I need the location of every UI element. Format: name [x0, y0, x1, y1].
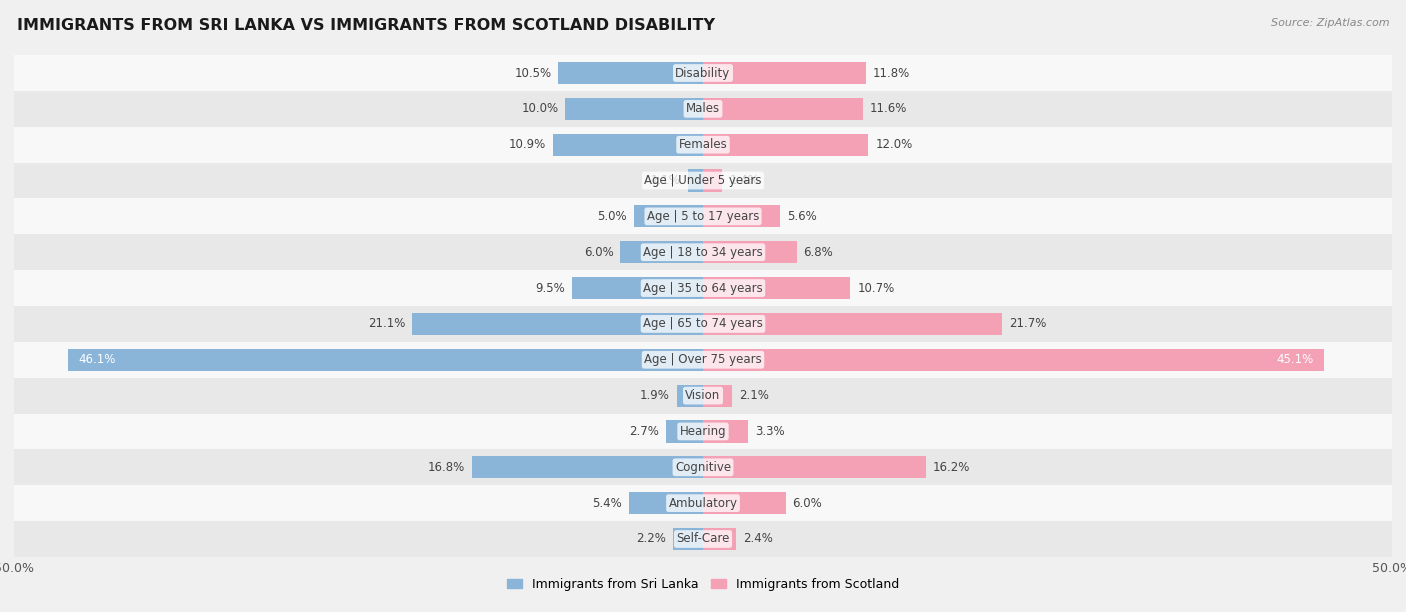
Bar: [628, 492, 703, 514]
Bar: [672, 528, 703, 550]
Text: 5.0%: 5.0%: [598, 210, 627, 223]
Text: 5.4%: 5.4%: [592, 497, 621, 510]
Text: Disability: Disability: [675, 67, 731, 80]
Text: 9.5%: 9.5%: [536, 282, 565, 294]
Text: IMMIGRANTS FROM SRI LANKA VS IMMIGRANTS FROM SCOTLAND DISABILITY: IMMIGRANTS FROM SRI LANKA VS IMMIGRANTS …: [17, 18, 714, 34]
Text: 11.6%: 11.6%: [870, 102, 907, 115]
Text: Males: Males: [686, 102, 720, 115]
Bar: [14, 127, 1392, 163]
Bar: [14, 342, 1392, 378]
Text: Age | Over 75 years: Age | Over 75 years: [644, 353, 762, 366]
Text: 10.7%: 10.7%: [858, 282, 894, 294]
Bar: [666, 420, 703, 442]
Bar: [703, 277, 851, 299]
Text: 10.5%: 10.5%: [515, 67, 551, 80]
Text: 45.1%: 45.1%: [1277, 353, 1313, 366]
Text: 16.8%: 16.8%: [427, 461, 464, 474]
Text: 10.0%: 10.0%: [522, 102, 558, 115]
Text: Cognitive: Cognitive: [675, 461, 731, 474]
Bar: [676, 384, 703, 407]
Text: 2.1%: 2.1%: [738, 389, 769, 402]
Bar: [703, 456, 927, 479]
Bar: [703, 528, 737, 550]
Bar: [703, 420, 748, 442]
Bar: [14, 378, 1392, 414]
Text: 21.7%: 21.7%: [1010, 318, 1046, 330]
Bar: [565, 98, 703, 120]
Bar: [688, 170, 703, 192]
Bar: [14, 414, 1392, 449]
Text: 1.9%: 1.9%: [640, 389, 669, 402]
Bar: [14, 270, 1392, 306]
Text: Age | 65 to 74 years: Age | 65 to 74 years: [643, 318, 763, 330]
Bar: [620, 241, 703, 263]
Bar: [14, 55, 1392, 91]
Text: Age | 35 to 64 years: Age | 35 to 64 years: [643, 282, 763, 294]
Text: 46.1%: 46.1%: [79, 353, 117, 366]
Bar: [703, 313, 1002, 335]
Bar: [634, 205, 703, 228]
Bar: [703, 384, 733, 407]
Bar: [703, 492, 786, 514]
Text: Source: ZipAtlas.com: Source: ZipAtlas.com: [1271, 18, 1389, 28]
Text: Self-Care: Self-Care: [676, 532, 730, 545]
Bar: [703, 241, 797, 263]
Text: 2.4%: 2.4%: [742, 532, 773, 545]
Text: 2.2%: 2.2%: [636, 532, 666, 545]
Bar: [703, 62, 866, 84]
Bar: [14, 198, 1392, 234]
Bar: [703, 170, 723, 192]
Text: 6.0%: 6.0%: [793, 497, 823, 510]
Bar: [703, 133, 869, 156]
Text: 16.2%: 16.2%: [934, 461, 970, 474]
Text: Age | Under 5 years: Age | Under 5 years: [644, 174, 762, 187]
Text: Ambulatory: Ambulatory: [668, 497, 738, 510]
Bar: [558, 62, 703, 84]
Bar: [14, 234, 1392, 270]
Bar: [572, 277, 703, 299]
Text: 11.8%: 11.8%: [873, 67, 910, 80]
Text: Age | 5 to 17 years: Age | 5 to 17 years: [647, 210, 759, 223]
Text: Vision: Vision: [685, 389, 721, 402]
Text: Hearing: Hearing: [679, 425, 727, 438]
Bar: [14, 521, 1392, 557]
Bar: [14, 163, 1392, 198]
Bar: [14, 449, 1392, 485]
Bar: [703, 349, 1324, 371]
Bar: [412, 313, 703, 335]
Text: 5.6%: 5.6%: [787, 210, 817, 223]
Text: 10.9%: 10.9%: [509, 138, 546, 151]
Text: 12.0%: 12.0%: [875, 138, 912, 151]
Text: 1.1%: 1.1%: [651, 174, 681, 187]
Bar: [14, 91, 1392, 127]
Legend: Immigrants from Sri Lanka, Immigrants from Scotland: Immigrants from Sri Lanka, Immigrants fr…: [502, 573, 904, 596]
Text: 21.1%: 21.1%: [368, 318, 405, 330]
Text: Females: Females: [679, 138, 727, 151]
Text: 6.8%: 6.8%: [804, 246, 834, 259]
Bar: [553, 133, 703, 156]
Bar: [14, 485, 1392, 521]
Bar: [471, 456, 703, 479]
Text: 2.7%: 2.7%: [628, 425, 659, 438]
Bar: [14, 306, 1392, 342]
Text: Age | 18 to 34 years: Age | 18 to 34 years: [643, 246, 763, 259]
Text: 1.4%: 1.4%: [730, 174, 759, 187]
Text: 6.0%: 6.0%: [583, 246, 613, 259]
Text: 3.3%: 3.3%: [755, 425, 785, 438]
Bar: [703, 205, 780, 228]
Bar: [703, 98, 863, 120]
Bar: [67, 349, 703, 371]
